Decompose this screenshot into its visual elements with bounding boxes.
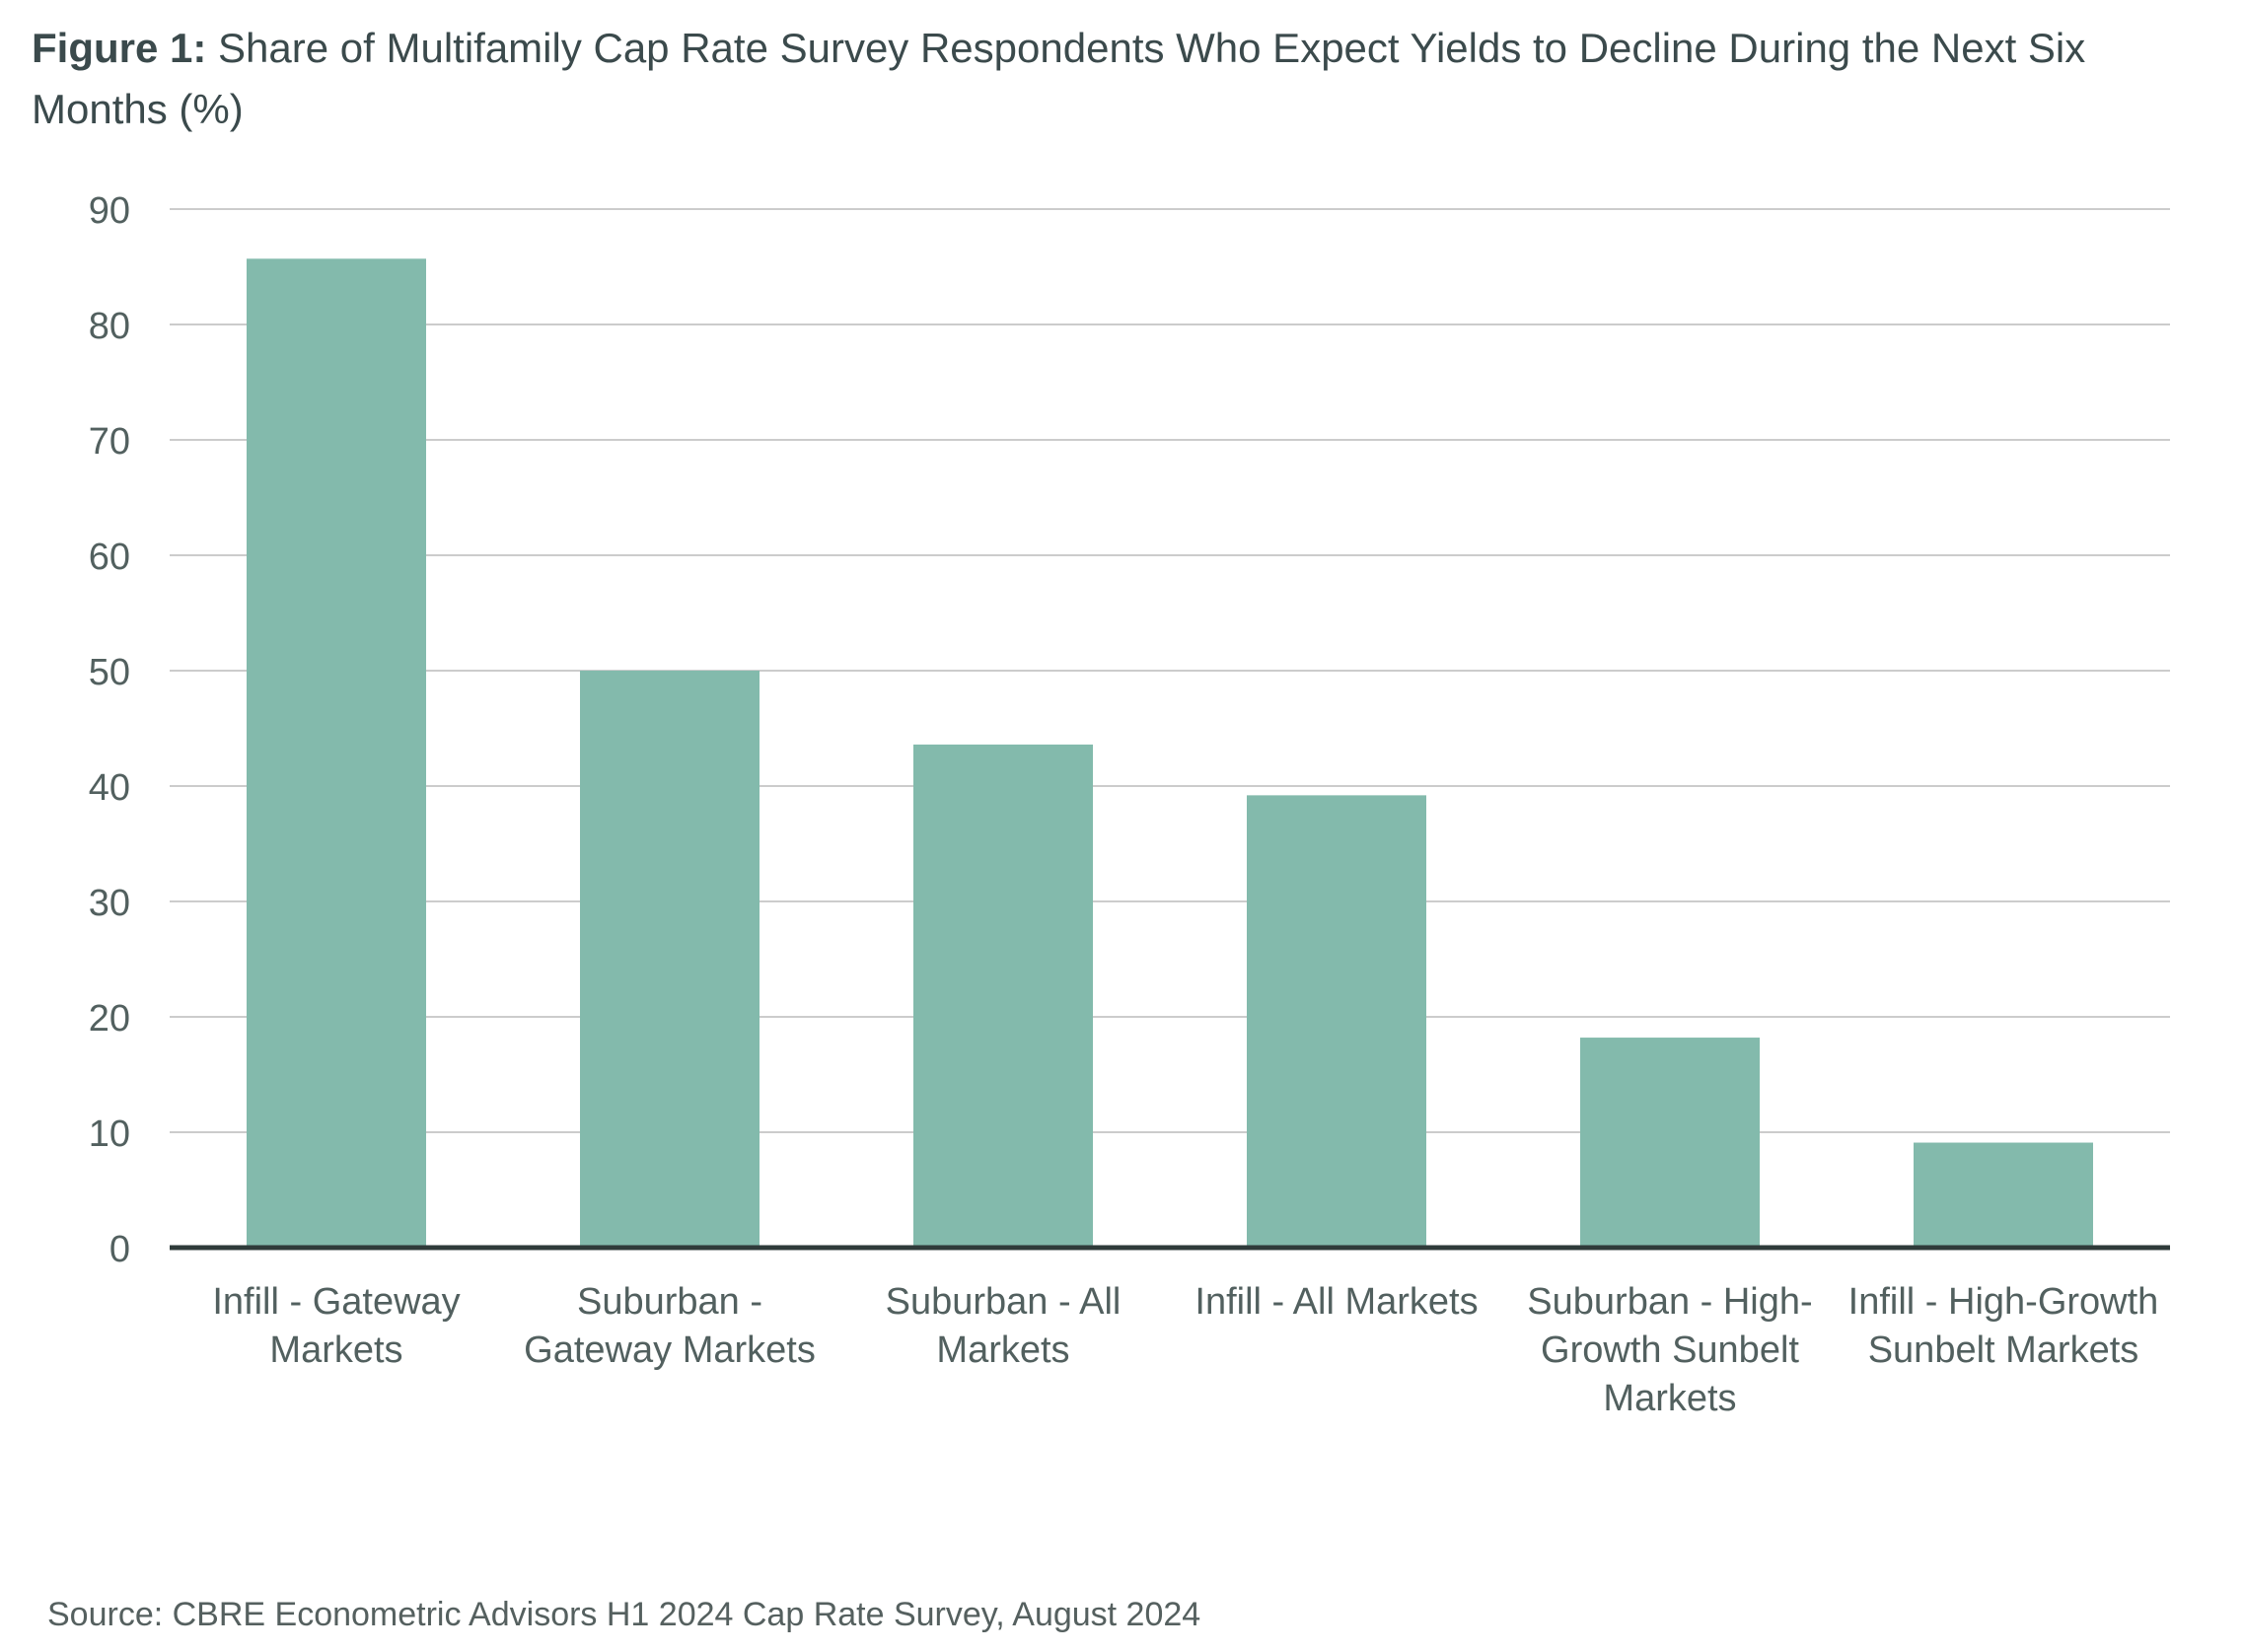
figure-title: Figure 1: Share of Multifamily Cap Rate …: [32, 18, 2202, 140]
y-tick-label: 30: [89, 883, 130, 924]
x-category-label: Infill - High-Growth Sunbelt Markets: [1848, 1281, 2159, 1371]
x-category-label-line: Suburban - High-: [1527, 1281, 1812, 1323]
x-category-label: Suburban - Gateway Markets: [524, 1281, 816, 1371]
bar-3: [913, 744, 1093, 1248]
gridlines: [170, 208, 2170, 1133]
y-tick-label: 60: [89, 537, 130, 578]
x-category-label-line: Markets: [936, 1329, 1069, 1371]
x-category-labels: Infill - Gateway Markets Suburban - Gateway…: [212, 1281, 2158, 1419]
x-category-label-line: Infill - High-Growth: [1848, 1281, 2159, 1323]
bar-4: [1247, 795, 1426, 1248]
source-note: Source: CBRE Econometric Advisors H1 202…: [47, 1596, 1201, 1633]
y-tick-label: 0: [109, 1229, 130, 1270]
y-tick-label: 40: [89, 767, 130, 809]
x-category-label-line: Growth Sunbelt: [1541, 1329, 1799, 1371]
x-category-label-line: Sunbelt Markets: [1868, 1329, 2139, 1371]
y-tick-label: 10: [89, 1113, 130, 1155]
x-category-label-line: Markets: [1603, 1378, 1736, 1419]
chart-title: Share of Multifamily Cap Rate Survey Res…: [32, 25, 2086, 132]
y-tick-label: 90: [89, 190, 130, 232]
x-category-label: Suburban - All Markets: [886, 1281, 1122, 1371]
x-category-label-line: Markets: [269, 1329, 402, 1371]
y-tick-label: 50: [89, 652, 130, 693]
y-tick-label: 70: [89, 421, 130, 463]
y-tick-label: 20: [89, 998, 130, 1040]
y-tick-label: 80: [89, 306, 130, 347]
bar-5: [1580, 1038, 1760, 1248]
x-category-label: Infill - Gateway Markets: [212, 1281, 460, 1371]
bars: [247, 258, 2093, 1248]
figure-label: Figure 1:: [32, 25, 207, 71]
x-category-label-line: Suburban -: [577, 1281, 762, 1323]
x-category-label-line: Gateway Markets: [524, 1329, 816, 1371]
bar-1: [247, 258, 426, 1248]
x-category-label: Suburban - High- Growth Sunbelt Markets: [1527, 1281, 1812, 1419]
bar-2: [580, 671, 760, 1248]
x-category-label: Infill - All Markets: [1194, 1281, 1478, 1323]
x-category-label-line: Infill - Gateway: [212, 1281, 460, 1323]
x-category-label-line: Suburban - All: [886, 1281, 1122, 1323]
bar-6: [1914, 1142, 2093, 1248]
x-category-label-line: Infill - All Markets: [1194, 1281, 1478, 1323]
y-tick-labels: 0 10 20 30 40 50 60 70 80 90: [89, 190, 130, 1270]
